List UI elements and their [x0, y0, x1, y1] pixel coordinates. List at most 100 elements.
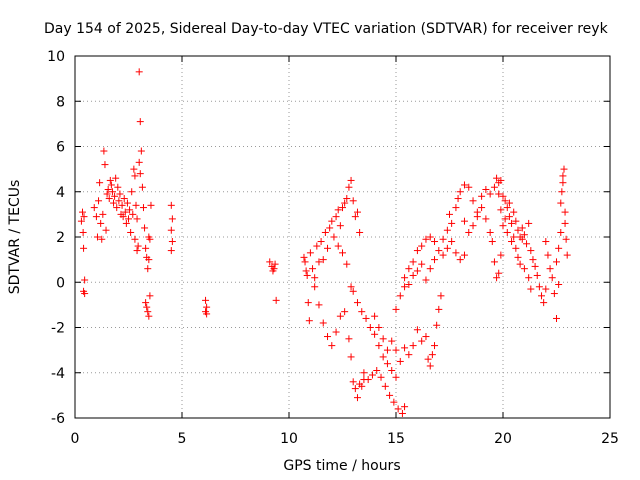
data-point: [460, 181, 468, 189]
data-point: [478, 204, 486, 212]
data-point: [375, 324, 383, 331]
data-point: [379, 335, 387, 343]
data-point: [505, 199, 513, 207]
data-point: [100, 147, 108, 155]
data-point: [347, 353, 355, 361]
data-point: [349, 197, 357, 205]
data-point: [518, 235, 526, 243]
data-point: [203, 310, 211, 318]
data-point: [454, 195, 462, 203]
data-point: [520, 231, 528, 239]
data-point: [336, 222, 344, 230]
data-point: [469, 222, 477, 230]
data-point: [555, 244, 563, 252]
data-point: [422, 276, 430, 284]
data-point: [116, 190, 124, 198]
data-point: [482, 215, 490, 223]
data-point: [523, 240, 531, 248]
data-point: [490, 183, 498, 191]
x-tick-label: 25: [601, 431, 619, 447]
data-point: [456, 188, 464, 196]
data-point: [422, 235, 430, 243]
data-point: [319, 319, 327, 327]
data-point: [351, 213, 359, 221]
data-point: [533, 271, 541, 279]
data-point: [490, 258, 498, 266]
data-point: [503, 228, 511, 236]
data-point: [167, 247, 175, 255]
data-point: [110, 199, 118, 207]
data-point: [167, 201, 175, 209]
data-point: [139, 204, 147, 212]
y-tick-label: -2: [51, 321, 65, 337]
data-point: [448, 238, 456, 246]
data-point: [93, 233, 101, 241]
data-point: [544, 251, 552, 259]
data-point: [311, 274, 319, 282]
data-point: [499, 192, 507, 200]
data-point: [102, 226, 110, 234]
data-point: [512, 244, 520, 252]
data-point: [112, 174, 120, 182]
y-tick-label: 4: [56, 185, 65, 201]
data-point: [145, 256, 153, 264]
data-point: [525, 274, 533, 282]
data-point: [81, 276, 89, 284]
data-point: [405, 351, 413, 359]
data-point: [413, 247, 421, 255]
data-point: [362, 314, 370, 322]
data-point: [495, 269, 503, 277]
data-point: [125, 215, 132, 223]
data-point: [422, 333, 430, 341]
data-point: [495, 190, 503, 198]
data-point: [435, 305, 443, 313]
data-point: [167, 226, 175, 234]
data-point: [305, 317, 313, 325]
grid-lines: [75, 56, 610, 418]
data-point: [431, 238, 439, 246]
data-point: [371, 330, 379, 338]
data-point: [145, 233, 153, 241]
data-point: [493, 174, 501, 182]
data-point: [131, 172, 139, 180]
data-point: [341, 199, 349, 207]
data-point: [324, 244, 332, 252]
data-point: [409, 271, 417, 279]
data-point: [353, 299, 361, 307]
data-point: [456, 256, 464, 264]
data-point: [465, 183, 473, 191]
data-point: [401, 283, 409, 291]
data-point: [202, 296, 210, 304]
data-point: [508, 238, 516, 246]
y-axis-label: SDTVAR / TECUs: [7, 180, 23, 295]
data-point: [497, 206, 505, 214]
data-point: [377, 373, 385, 381]
data-point: [107, 181, 115, 189]
data-point: [383, 360, 391, 368]
data-point: [137, 147, 145, 155]
data-point: [409, 342, 417, 350]
data-point: [469, 197, 477, 205]
data-point: [353, 394, 361, 402]
data-point: [328, 217, 336, 225]
x-tick-label: 20: [494, 431, 512, 447]
data-point: [529, 256, 537, 264]
data-point: [343, 195, 351, 203]
data-point: [103, 190, 111, 198]
data-point: [499, 222, 507, 230]
data-point: [396, 357, 404, 365]
data-point: [114, 183, 122, 191]
data-point: [266, 258, 274, 266]
data-point: [120, 195, 128, 203]
data-point: [301, 258, 309, 266]
data-point: [426, 265, 434, 273]
data-point: [104, 185, 112, 193]
data-point: [448, 219, 456, 227]
data-point: [351, 385, 359, 393]
data-point: [460, 217, 468, 225]
data-points: [77, 68, 571, 417]
data-point: [366, 324, 374, 331]
data-point: [426, 362, 434, 370]
data-point: [115, 197, 123, 205]
